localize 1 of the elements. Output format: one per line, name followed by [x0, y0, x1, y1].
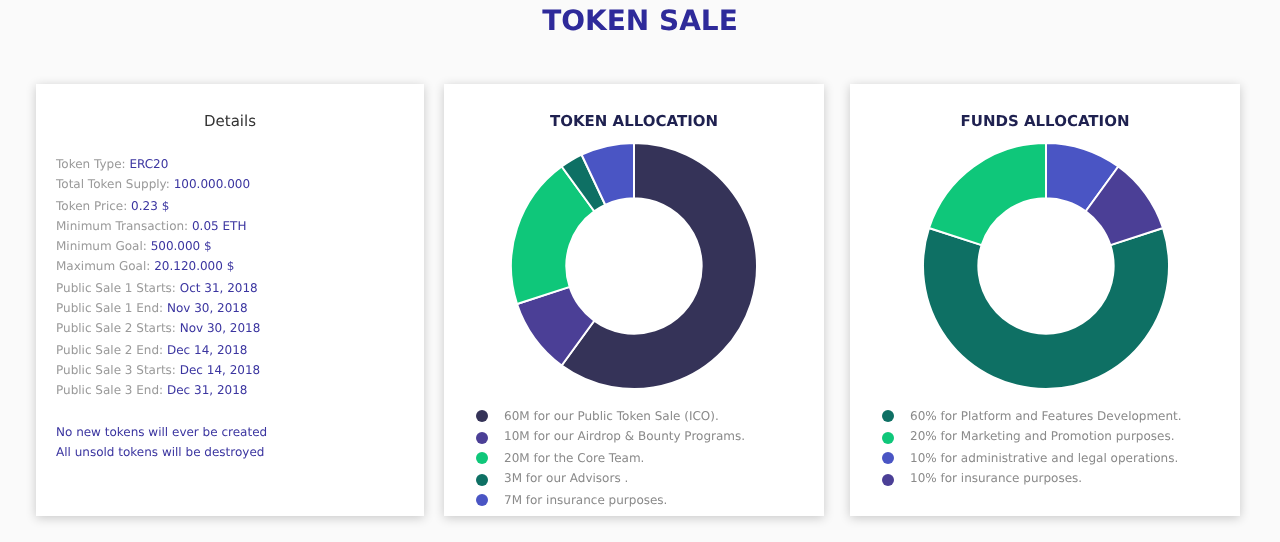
text: TOKEN SALE — [540, 6, 740, 38]
